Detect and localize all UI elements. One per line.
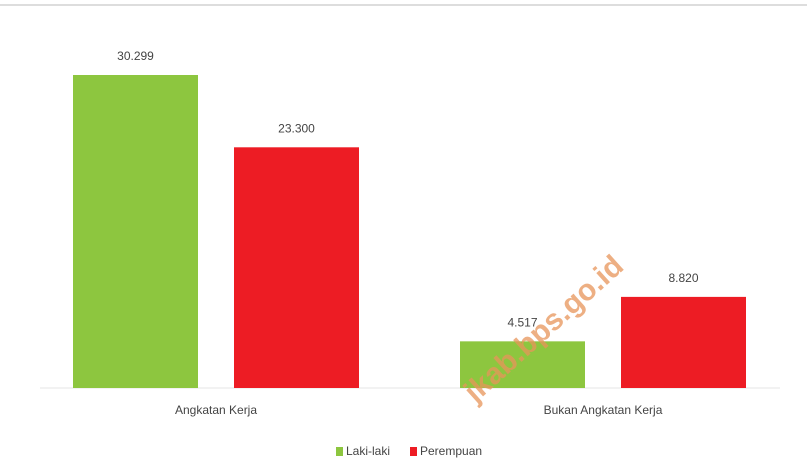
bar bbox=[234, 147, 359, 388]
legend-label: Laki-laki bbox=[346, 444, 390, 458]
legend-swatch bbox=[336, 447, 343, 456]
bar bbox=[73, 75, 198, 388]
bar bbox=[621, 296, 746, 388]
bar bbox=[460, 341, 585, 388]
legend-swatch bbox=[410, 447, 417, 456]
x-tick-label: Bukan Angkatan Kerja bbox=[544, 403, 663, 417]
legend-label: Perempuan bbox=[420, 444, 482, 458]
data-label: 4.517 bbox=[507, 316, 537, 330]
data-label: 8.820 bbox=[668, 271, 698, 285]
x-tick-label: Angkatan Kerja bbox=[175, 403, 257, 417]
data-label: 23.300 bbox=[278, 121, 315, 135]
data-label: 30.299 bbox=[117, 49, 154, 63]
